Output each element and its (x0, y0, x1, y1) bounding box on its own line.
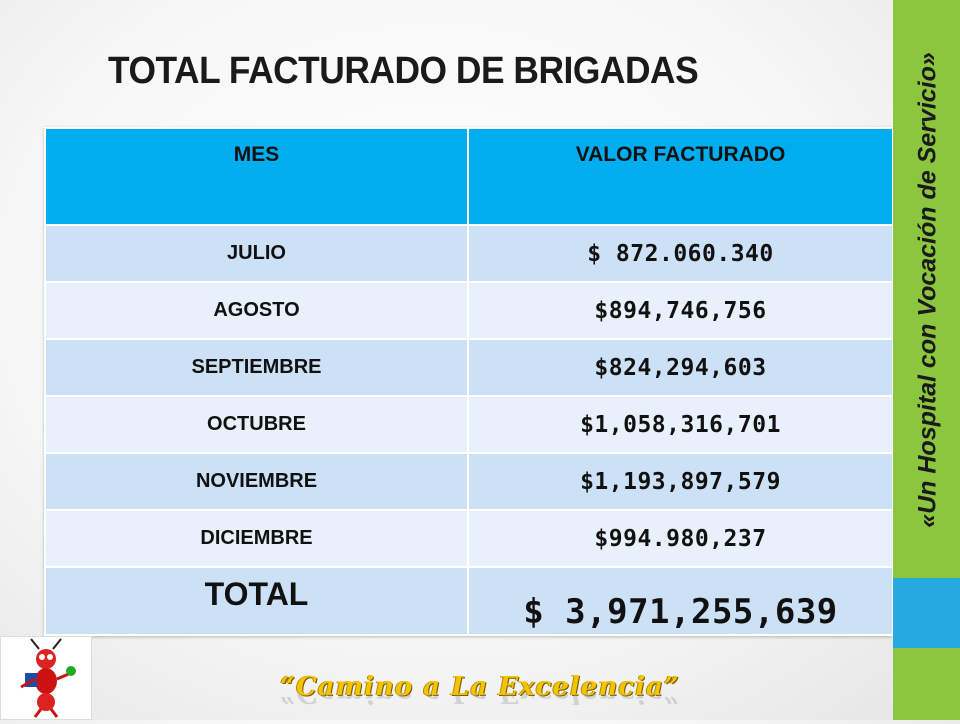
total-row: TOTAL $ 3,971,255,639 (44, 566, 894, 636)
table-row: OCTUBRE $1,058,316,701 (44, 395, 894, 454)
amount-cell: $1,193,897,579 (467, 452, 894, 511)
page-title: TOTAL FACTURADO DE BRIGADAS (108, 50, 699, 92)
amount-cell: $994.980,237 (467, 509, 894, 568)
billing-table: MES VALOR FACTURADO JULIO $ 872.060.340 … (44, 127, 894, 636)
amount-cell: $1,058,316,701 (467, 395, 894, 454)
table-row: JULIO $ 872.060.340 (44, 224, 894, 283)
amount-cell: $824,294,603 (467, 338, 894, 397)
month-cell: JULIO (44, 224, 469, 283)
column-header-mes: MES (44, 127, 469, 226)
amount-cell: $ 872.060.340 (467, 224, 894, 283)
hospital-slogan: «Un Hospital con Vocación de Servicio» (913, 52, 942, 528)
month-cell: DICIEMBRE (44, 509, 469, 568)
ant-mascot-logo-icon (0, 636, 92, 720)
month-cell: SEPTIEMBRE (44, 338, 469, 397)
footer-motto: “Camino a La Excelencia” “Camino a La Ex… (200, 672, 760, 708)
table-row: DICIEMBRE $994.980,237 (44, 509, 894, 568)
month-cell: AGOSTO (44, 281, 469, 340)
sidebar-accent (893, 578, 960, 648)
table-row: SEPTIEMBRE $824,294,603 (44, 338, 894, 397)
table-row: NOVIEMBRE $1,193,897,579 (44, 452, 894, 511)
motto-reflection: “Camino a La Excelencia” (200, 694, 760, 708)
total-amount: $ 3,971,255,639 (467, 566, 894, 636)
month-cell: NOVIEMBRE (44, 452, 469, 511)
total-label: TOTAL (44, 566, 469, 636)
month-cell: OCTUBRE (44, 395, 469, 454)
table-header-row: MES VALOR FACTURADO (44, 127, 894, 226)
amount-cell: $894,746,756 (467, 281, 894, 340)
column-header-valor: VALOR FACTURADO (467, 127, 894, 226)
motto-text: “Camino a La Excelencia” (280, 672, 680, 702)
table-row: AGOSTO $894,746,756 (44, 281, 894, 340)
sidebar-band (893, 0, 960, 720)
